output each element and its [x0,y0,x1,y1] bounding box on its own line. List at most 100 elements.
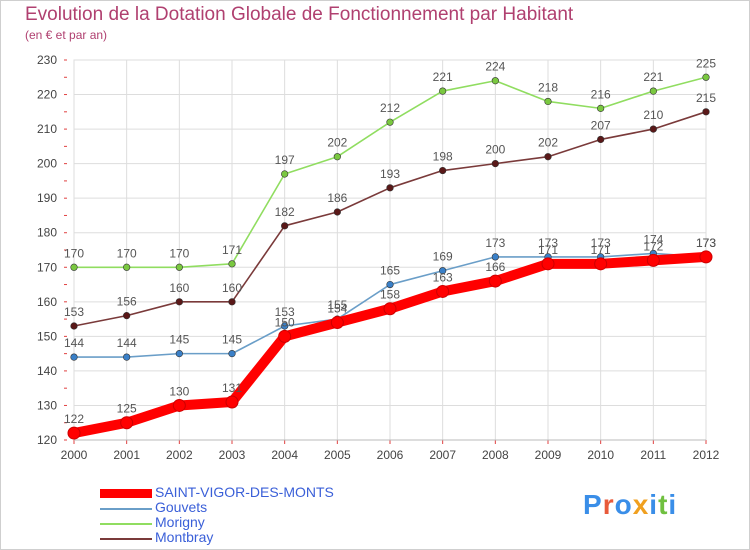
data-point [281,322,289,330]
data-point [172,398,186,412]
x-tick-label: 2005 [324,448,351,462]
data-label: 145 [222,333,242,347]
data-point [491,77,499,85]
data-label: 216 [591,87,611,101]
legend-swatch [100,523,152,525]
data-label: 156 [117,295,137,309]
data-label: 173 [591,236,611,250]
data-label: 171 [591,243,611,257]
y-tick-label: 120 [37,433,57,447]
data-label: 160 [222,281,242,295]
x-tick-label: 2011 [640,448,666,462]
data-label: 170 [64,246,84,260]
data-point [228,350,236,358]
y-tick-label: 180 [37,226,57,240]
x-tick-label: 2009 [535,448,562,462]
data-label: 215 [696,91,716,105]
data-label: 200 [485,143,505,157]
x-tick-label: 2002 [166,448,193,462]
data-point [70,353,78,361]
x-tick-label: 2012 [693,448,720,462]
data-label: 197 [275,153,295,167]
data-label: 160 [169,281,189,295]
data-label: 171 [222,243,242,257]
data-label: 202 [538,136,558,150]
x-tick-label: 2010 [587,448,614,462]
legend-swatch [100,508,152,510]
legend-label: Montbray [155,529,214,545]
data-point [491,160,499,168]
data-label: 150 [275,315,295,329]
data-point [702,108,710,116]
data-label: 224 [485,60,505,74]
y-tick-label: 160 [37,295,57,309]
axes: 120 130 140 150 160 170 180 190 200 210 220 230 2000… [37,53,720,462]
x-tick-label: 2006 [377,448,404,462]
data-label: 212 [380,101,400,115]
data-label: 202 [327,136,347,150]
data-point [597,135,605,144]
data-label: 173 [538,236,558,250]
data-label: 144 [64,336,84,350]
proxiti-logo: Proxiti [583,489,678,520]
data-label: 154 [327,302,347,316]
data-point [225,395,239,409]
data-point [386,280,394,289]
data-point [649,87,657,95]
chart-subtitle: (en € et par an) [25,28,108,42]
data-label: 170 [117,246,137,260]
data-point [439,87,447,95]
data-label: 158 [380,288,400,302]
data-label: 165 [380,264,400,278]
data-point [649,125,657,133]
data-label: 125 [117,402,137,416]
data-point [386,118,394,126]
data-point [175,350,183,358]
data-point [597,104,605,112]
data-point [281,170,289,178]
data-label: 153 [64,305,84,319]
y-tick-label: 170 [37,260,57,274]
legend-label: Gouvets [155,499,208,515]
x-tick-label: 2001 [113,448,140,462]
data-label: 218 [538,80,558,94]
y-tick-label: 190 [37,191,57,205]
data-point [491,253,499,261]
y-tick-label: 230 [37,53,57,67]
data-point [228,260,236,268]
legend-swatch [100,538,152,540]
data-point [386,184,394,192]
data-point [702,73,710,81]
data-label: 174 [643,232,663,246]
x-tick-label: 2007 [429,448,456,462]
data-label: 145 [169,333,189,347]
data-point [175,263,183,271]
data-label: 173 [485,236,505,250]
data-label: 166 [485,260,505,274]
data-label: 169 [433,250,453,264]
data-point [281,222,289,230]
data-label: 163 [433,270,453,284]
data-point [541,257,555,271]
data-point [330,316,344,330]
data-label: 172 [643,239,663,253]
data-label: 171 [538,243,558,257]
data-label: 198 [433,150,453,164]
data-point [70,322,78,330]
data-label: 130 [169,384,189,398]
data-label: 221 [643,70,663,84]
data-point [123,312,131,320]
data-point [175,298,183,306]
data-point [120,416,134,430]
data-point [699,250,713,264]
data-label: 153 [275,305,295,319]
data-point [123,353,131,361]
x-tick-label: 2000 [61,448,88,462]
y-tick-label: 210 [37,122,57,136]
series-layer [67,73,713,440]
y-tick-label: 140 [37,364,57,378]
data-point [333,208,341,216]
data-label: 193 [380,167,400,181]
